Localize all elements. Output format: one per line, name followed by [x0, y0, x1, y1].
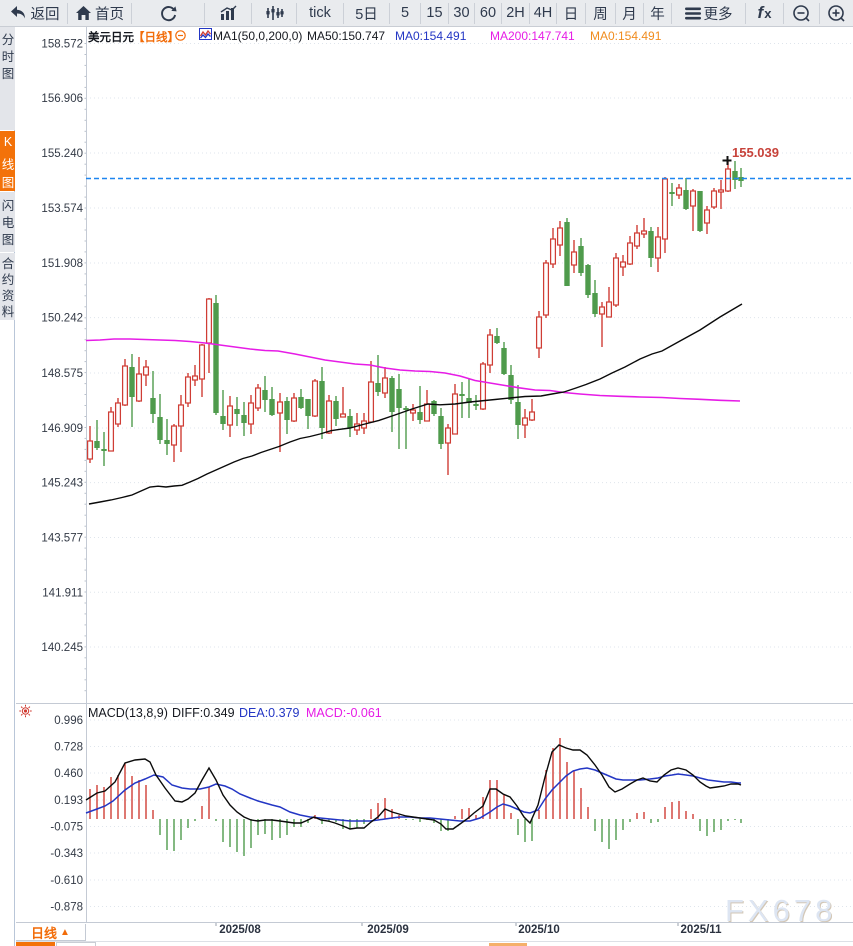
- svg-text:151.908: 151.908: [41, 258, 83, 270]
- svg-text:148.575: 148.575: [41, 368, 83, 380]
- svg-text:MACD(13,8,9): MACD(13,8,9): [88, 706, 168, 720]
- svg-text:158.572: 158.572: [41, 39, 83, 51]
- svg-text:2025/11: 2025/11: [681, 924, 723, 936]
- svg-text:0.728: 0.728: [54, 742, 83, 754]
- svg-text:FX678: FX678: [726, 894, 837, 929]
- svg-text:0.193: 0.193: [54, 795, 83, 807]
- svg-text:150.242: 150.242: [41, 313, 83, 325]
- svg-text:146.909: 146.909: [41, 423, 83, 435]
- svg-text:DIFF:0.349: DIFF:0.349: [172, 706, 235, 720]
- svg-text:2025/08: 2025/08: [219, 924, 261, 936]
- svg-text:-0.343: -0.343: [50, 848, 83, 860]
- svg-text:0.460: 0.460: [54, 768, 83, 780]
- svg-text:143.577: 143.577: [41, 533, 83, 545]
- svg-text:2025/09: 2025/09: [367, 924, 409, 936]
- svg-text:DEA:0.379: DEA:0.379: [239, 706, 300, 720]
- svg-text:155.039: 155.039: [732, 145, 779, 160]
- svg-text:FX678: FX678: [725, 893, 836, 928]
- svg-text:-0.075: -0.075: [50, 822, 83, 834]
- svg-text:-0.610: -0.610: [50, 875, 83, 887]
- svg-text:155.240: 155.240: [41, 148, 83, 160]
- svg-text:145.243: 145.243: [41, 478, 83, 490]
- svg-text:156.906: 156.906: [41, 93, 83, 105]
- svg-text:MACD:-0.061: MACD:-0.061: [306, 706, 382, 720]
- svg-text:141.911: 141.911: [42, 587, 83, 599]
- svg-text:-0.878: -0.878: [50, 902, 83, 914]
- svg-text:2025/10: 2025/10: [518, 924, 560, 936]
- svg-text:153.574: 153.574: [41, 203, 83, 215]
- svg-text:140.245: 140.245: [41, 642, 83, 654]
- svg-text:0.996: 0.996: [54, 715, 83, 727]
